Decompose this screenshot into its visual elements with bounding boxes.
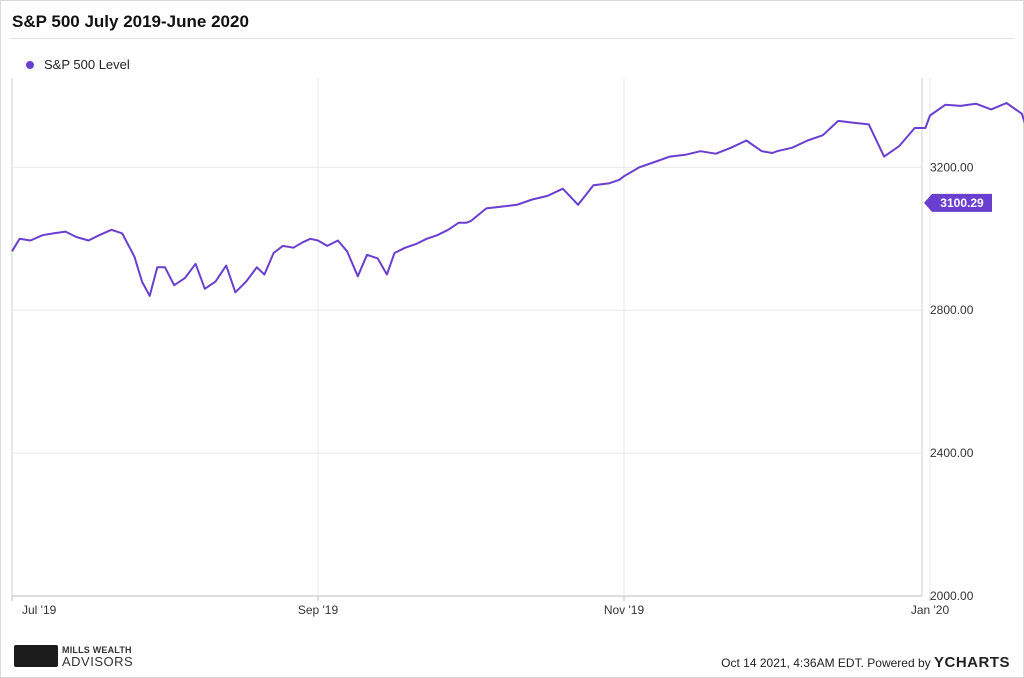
last-value-label: 3100.29 [940,196,984,210]
last-value-label-group: 3100.29 [924,193,992,212]
y-tick-label: 2400.00 [930,446,974,460]
source-credit: Oct 14 2021, 4:36AM EDT. Powered by YCHA… [721,654,1010,671]
legend-label: S&P 500 Level [44,57,130,72]
ycharts-logo[interactable]: YCHARTS [933,654,1010,671]
brand-logo: MILLS WEALTH ADVISORS [14,644,133,668]
chart-title: S&P 500 July 2019-June 2020 [12,12,249,31]
gridlines [11,78,931,597]
x-tick-label: Jan '20 [911,603,950,617]
series-sp500 [11,102,1024,297]
title-divider [10,38,1014,39]
y-tick-label: 2800.00 [930,303,974,317]
x-tick-label: Sep '19 [298,603,339,617]
footer: MILLS WEALTH ADVISORS Oct 14 2021, 4:36A… [14,644,1010,671]
mills-wealth-logo-icon [14,645,58,667]
x-tick-label: Nov '19 [604,603,645,617]
series-line [11,102,1024,297]
timestamp: Oct 14 2021, 4:36AM EDT. [721,656,864,670]
brand-name-line2: ADVISORS [62,654,134,669]
last-value-flag [924,193,992,212]
y-tick-label: 2000.00 [930,589,974,603]
legend-marker [26,60,34,69]
y-tick-label: 3200.00 [930,160,974,174]
y-axis: 2000.00 2400.00 2800.00 3200.00 [930,160,974,603]
x-tick-label: Jul '19 [22,603,57,617]
brand-name-line1: MILLS WEALTH [62,645,132,655]
powered-by-text: Powered by [867,656,931,670]
legend[interactable]: S&P 500 Level [26,57,130,72]
